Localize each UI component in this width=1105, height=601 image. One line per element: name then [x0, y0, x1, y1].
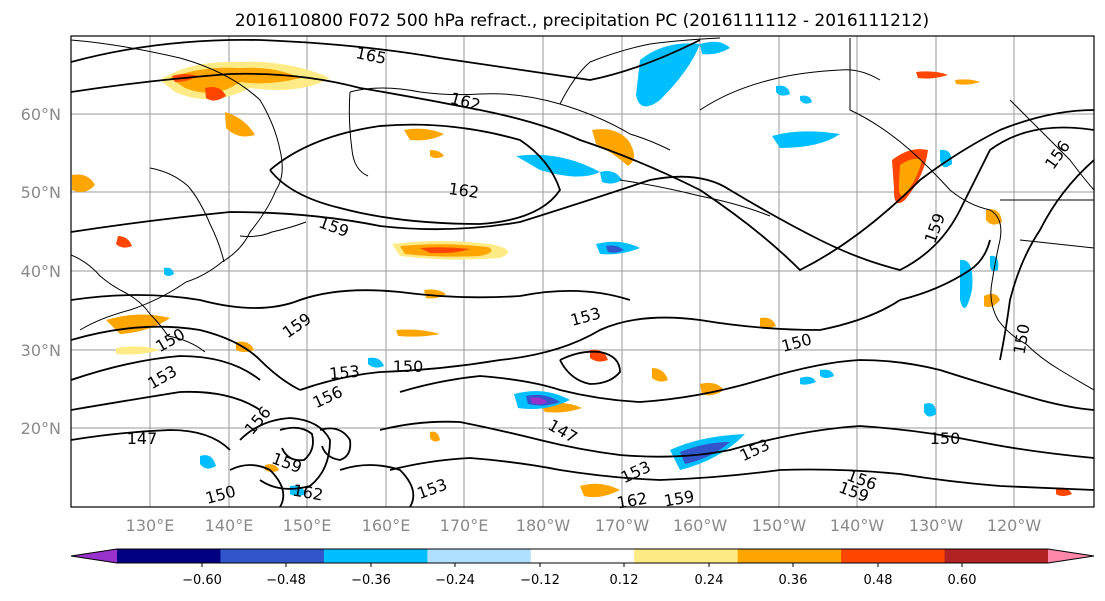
colorbar-label: 0.36 — [779, 573, 808, 588]
colorbar-segment — [220, 549, 325, 563]
contour-label: 162 — [447, 179, 480, 202]
lon-label: 160°W — [673, 516, 728, 535]
lat-label: 50°N — [21, 183, 61, 202]
lat-label: 20°N — [21, 419, 61, 438]
colorbar-label: −0.24 — [435, 573, 475, 588]
colorbar-segment — [944, 549, 1049, 563]
longitude-labels: 130°E 140°E 150°E 160°E 170°E 180°W 170°… — [126, 516, 1042, 535]
lon-label: 140°E — [205, 516, 254, 535]
colorbar-labels: −0.60 −0.48 −0.36 −0.24 −0.12 0.12 0.24 … — [182, 573, 976, 588]
lon-label: 180°W — [516, 516, 571, 535]
colorbar-label: −0.36 — [351, 573, 391, 588]
colorbar: −0.60 −0.48 −0.36 −0.24 −0.12 0.12 0.24 … — [70, 548, 1095, 588]
colorbar-segment — [427, 549, 532, 563]
colorbar-label: 0.12 — [610, 573, 639, 588]
colorbar-segment — [530, 549, 635, 563]
lon-label: 160°E — [362, 516, 411, 535]
colorbar-label: −0.12 — [520, 573, 560, 588]
graticule — [71, 36, 1094, 507]
colorbar-segment — [634, 549, 739, 563]
colorbar-label: −0.48 — [266, 573, 306, 588]
lon-label: 170°W — [595, 516, 650, 535]
lon-label: 120°W — [987, 516, 1042, 535]
contour-label: 150 — [930, 429, 961, 448]
lon-label: 130°E — [126, 516, 175, 535]
colorbar-segments — [70, 548, 1095, 564]
lon-label: 130°W — [909, 516, 964, 535]
colorbar-segment — [737, 549, 842, 563]
lat-label: 30°N — [21, 341, 61, 360]
lon-label: 170°E — [440, 516, 489, 535]
lat-label: 60°N — [21, 105, 61, 124]
colorbar-ticks — [201, 563, 963, 567]
colorbar-segment — [323, 549, 428, 563]
colorbar-segment — [841, 549, 946, 563]
colorbar-label: 0.24 — [695, 573, 724, 588]
lon-label: 150°W — [752, 516, 807, 535]
refractivity-contours — [71, 38, 1094, 507]
colorbar-segment — [1048, 549, 1094, 563]
contour-label: 147 — [127, 429, 158, 448]
lon-label: 140°W — [830, 516, 885, 535]
lon-label: 150°E — [283, 516, 332, 535]
latitude-labels: 60°N 50°N 40°N 30°N 20°N — [21, 105, 61, 438]
colorbar-label: 0.60 — [948, 573, 977, 588]
lat-label: 40°N — [21, 262, 61, 281]
colorbar-segment — [71, 549, 117, 563]
colorbar-label: 0.48 — [864, 573, 893, 588]
figure-title: 2016110800 F072 500 hPa refract., precip… — [235, 11, 929, 31]
contour-label: 150 — [393, 357, 424, 376]
contour-label: 153 — [328, 362, 360, 384]
contour-label: 162 — [615, 489, 648, 513]
map-panel — [70, 35, 1095, 508]
colorbar-label: −0.60 — [182, 573, 222, 588]
colorbar-outline — [70, 548, 1095, 564]
colorbar-segment — [117, 549, 222, 563]
